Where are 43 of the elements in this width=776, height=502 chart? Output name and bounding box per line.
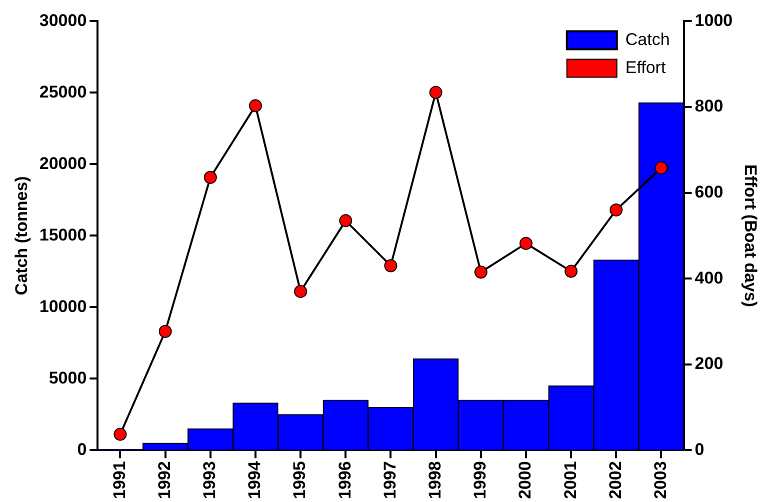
point	[610, 203, 623, 216]
y-tick-label: 10000	[39, 296, 87, 316]
y-tick-label: 30000	[39, 10, 87, 30]
y2-tick-label: 600	[694, 182, 724, 202]
y2-tick-label: 1000	[694, 10, 733, 30]
y2-tick-label: 200	[694, 354, 724, 374]
point	[248, 99, 262, 112]
y-tick-label: 0	[77, 440, 87, 459]
point	[294, 284, 308, 298]
point	[519, 236, 532, 250]
legend-label: Effort	[625, 58, 666, 77]
y-tick-label: 20000	[39, 154, 87, 173]
point	[384, 259, 398, 272]
y-axis-title: Catch (tonnes)	[12, 176, 31, 296]
y2-tick-label: 400	[694, 268, 724, 288]
x-tick-label: 1995	[290, 461, 310, 500]
y-tick-label: 5000	[48, 368, 87, 388]
x-tick-label: 1991	[110, 461, 129, 500]
point	[158, 324, 172, 338]
point	[654, 161, 668, 174]
point	[204, 170, 217, 184]
point	[114, 428, 127, 441]
x-tick-label: 1997	[380, 461, 400, 500]
y-tick-label: 25000	[39, 82, 87, 102]
point	[339, 214, 352, 228]
y2-tick-label: 0	[694, 440, 704, 459]
legend-label: Catch	[625, 30, 670, 49]
x-tick-label: 1999	[470, 461, 490, 500]
point	[429, 86, 442, 99]
x-tick-label: 1992	[154, 461, 174, 500]
y2-axis-title: Effort (Boat days)	[741, 164, 760, 308]
x-tick-label: 2002	[606, 461, 625, 500]
x-tick-label: 1993	[200, 461, 220, 500]
x-tick-label: 1998	[426, 461, 444, 500]
x-tick-label: 2000	[516, 461, 535, 500]
y2-tick-label: 800	[694, 96, 724, 116]
x-tick-label: 2003	[650, 461, 670, 500]
y-tick-label: 15000	[39, 225, 87, 244]
x-tick-label: 1994	[245, 460, 264, 500]
x-tick-label: 1996	[335, 461, 354, 500]
point	[474, 266, 488, 279]
x-tick-label: 2001	[560, 461, 580, 500]
point	[564, 264, 578, 278]
